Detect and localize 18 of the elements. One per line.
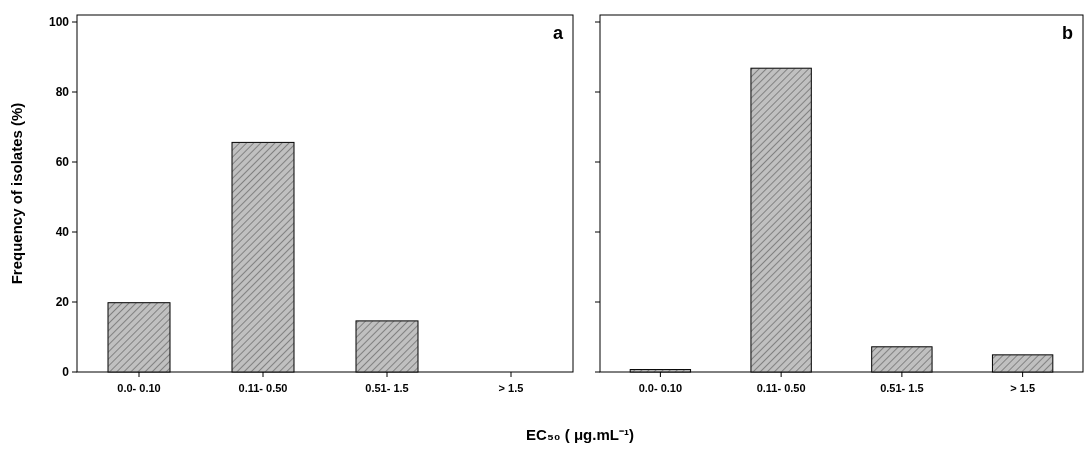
x-tick-label: 0.51- 1.5 (880, 382, 924, 394)
y-tick-label: 60 (55, 155, 70, 170)
y-tick-label: 20 (55, 295, 70, 310)
x-tick-label: 0.11- 0.50 (238, 382, 288, 394)
x-tick-label: > 1.5 (1010, 382, 1036, 394)
annotation: a (552, 23, 564, 43)
x-tick-label: 0.51- 1.5 (365, 382, 409, 394)
y-axis-title: Frequency of isolates (%) (8, 102, 25, 285)
x-tick-label: 0.11- 0.50 (756, 382, 806, 394)
y-tick-label: 80 (55, 85, 70, 100)
x-axis-title: EC₅₀ ( μg.mL⁻¹) (526, 426, 634, 443)
y-tick-label: 40 (55, 225, 70, 240)
y-tick-label: 100 (48, 15, 70, 30)
annotation: b (1062, 23, 1073, 43)
x-tick-label: 0.0- 0.10 (117, 382, 161, 394)
x-tick-label: 0.0- 0.10 (638, 382, 683, 394)
y-tick-label: 0 (62, 365, 70, 380)
x-tick-label: > 1.5 (498, 382, 524, 394)
